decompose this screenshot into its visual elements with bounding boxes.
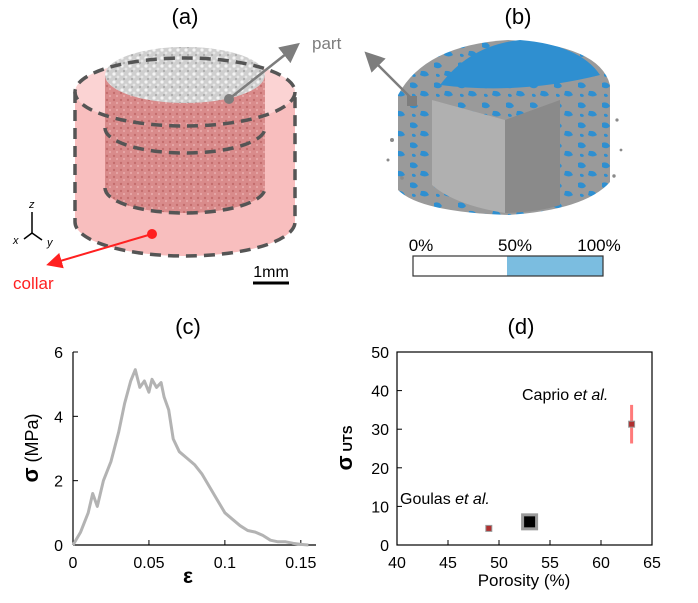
chart-d-ytick-label: 30 — [371, 422, 389, 439]
chart-d-xtick-label: 55 — [541, 555, 559, 572]
axes-triad — [23, 212, 43, 241]
collar-label: collar — [13, 274, 54, 293]
cutaway-face-right — [505, 100, 560, 213]
panel-d: (d) 0 10 20 30 40 50 40 45 50 55 60 65 Goulas et al.… — [332, 314, 661, 590]
chart-c-xtick-label: 0.1 — [214, 555, 236, 572]
chart-d-ytick-label: 0 — [380, 538, 389, 555]
part-body — [105, 75, 265, 213]
part-label: part — [312, 34, 342, 53]
dashed-outlines — [73, 56, 297, 258]
colorbar-frame — [412, 255, 604, 277]
chart-c-ytick-label: 6 — [54, 345, 63, 362]
chart-d-xtick-label: 45 — [439, 555, 457, 572]
chart-d-point-1 — [521, 513, 539, 531]
panel-b: (b) 0% 50% 100% — [364, 4, 623, 277]
panel-d-label: (d) — [508, 314, 535, 339]
chart-d-xtick-label: 65 — [643, 555, 661, 572]
chart-c-xlabel: ε — [183, 565, 193, 588]
axis-y-label: y — [46, 237, 54, 249]
collar-arrow — [46, 233, 153, 269]
chart-d-point-2 — [628, 420, 636, 428]
axis-x-label: x — [12, 235, 19, 247]
chart-d-ytick-label: 10 — [371, 499, 389, 516]
chart-d-xtick-label: 60 — [592, 555, 610, 572]
chart-c-xtick-label: 0 — [69, 555, 78, 572]
part-top — [105, 47, 265, 103]
chart-c-ylabel: σ (MPa) — [18, 413, 43, 482]
chart-d-xtick-label: 40 — [388, 555, 406, 572]
panel-a-label: (a) — [172, 4, 199, 29]
chart-c-ytick-label: 2 — [54, 474, 63, 491]
colorbar-tick-0: 0% — [409, 236, 434, 255]
scale-bar-label: 1mm — [253, 264, 289, 281]
chart-d-ytick-label: 50 — [371, 345, 389, 362]
chart-d-point-0 — [485, 524, 493, 532]
porous-specks — [386, 118, 623, 180]
panel-a: (a) part collar z x y 1mm — [12, 4, 342, 293]
chart-c-xtick-label: 0.05 — [133, 555, 164, 572]
porous-top — [440, 40, 600, 89]
uts-porosity-chart: 0 10 20 30 40 50 40 45 50 55 60 65 Goulas et al. Capr… — [332, 345, 661, 590]
chart-d-ylabel: σUTS — [332, 425, 357, 470]
part-arrow — [228, 42, 300, 100]
cutaway-face — [432, 100, 505, 213]
chart-d-ytick-label: 20 — [371, 461, 389, 478]
chart-d-ytick-label: 40 — [371, 384, 389, 401]
porous-arrow — [364, 51, 411, 98]
chart-c-xtick-label: 0.15 — [285, 555, 316, 572]
chart-d-frame — [396, 351, 653, 546]
stress-strain-chart: 0 2 4 6 0 0.05 0.1 0.15 ε σ (MPa) — [18, 345, 316, 588]
chart-c-ytick-label: 0 — [54, 538, 63, 555]
porous-pointer — [407, 96, 417, 106]
axis-z-label: z — [28, 199, 35, 211]
chart-d-xtick-label: 50 — [490, 555, 508, 572]
chart-c-ytick-label: 4 — [54, 409, 63, 426]
chart-d-annotation-2: Caprio et al. — [522, 387, 608, 404]
panel-b-label: (b) — [505, 4, 532, 29]
chart-c-series-line — [71, 368, 309, 547]
panel-c: (c) 0 2 4 6 0 0.05 0.1 0.15 ε σ (MPa) — [18, 314, 316, 588]
colorbar-fill — [507, 256, 603, 276]
colorbar-tick-50: 50% — [498, 236, 532, 255]
chart-d-annotation-0: Goulas et al. — [400, 491, 490, 508]
panel-c-label: (c) — [175, 314, 201, 339]
colorbar-tick-100: 100% — [577, 236, 620, 255]
chart-d-xlabel: Porosity (%) — [478, 571, 571, 590]
